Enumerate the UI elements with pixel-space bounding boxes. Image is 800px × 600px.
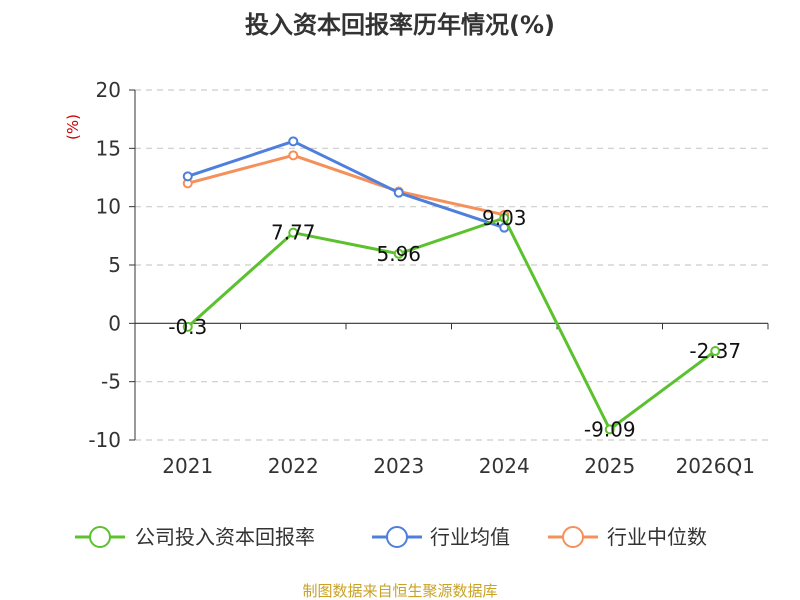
grid-lines: [135, 89, 768, 441]
x-tick-label: 2023: [373, 454, 424, 478]
series-line: [186, 216, 717, 431]
y-tick-label: 0: [108, 311, 121, 335]
series-line: [187, 153, 505, 217]
data-label: 9.03: [482, 206, 527, 230]
y-tick-label: -10: [88, 428, 121, 452]
x-tick-label: 2022: [268, 454, 319, 478]
data-point: [604, 424, 615, 435]
y-tick-label: 15: [96, 136, 121, 160]
data-point: [393, 248, 404, 259]
legend-item: 行业均值: [372, 525, 510, 549]
data-point: [288, 150, 299, 161]
data-label: 7.77: [271, 221, 316, 245]
x-tick-label: 2024: [479, 454, 530, 478]
legend-marker: [89, 526, 111, 548]
y-axis-label: (%): [64, 114, 82, 140]
data-label: -9.09: [584, 417, 636, 441]
x-tick-label: 2021: [162, 454, 213, 478]
legend-label: 公司投入资本回报率: [135, 525, 315, 549]
chart-title: 投入资本回报率历年情况(%): [245, 11, 555, 39]
legend-marker: [386, 526, 408, 548]
data-point: [288, 136, 299, 147]
data-label: 5.96: [376, 242, 421, 266]
y-tick-label: -5: [101, 370, 121, 394]
data-label: -2.37: [689, 339, 741, 363]
legend-item: 行业中位数: [548, 525, 707, 549]
data-point: [288, 227, 299, 238]
x-tick-label: 2026Q1: [676, 454, 755, 478]
y-tick-label: 10: [96, 195, 121, 219]
legend-item: 公司投入资本回报率: [75, 525, 315, 549]
legend: 公司投入资本回报率 行业均值 行业中位数: [75, 525, 707, 549]
series-line: [187, 139, 505, 230]
data-point: [182, 171, 193, 182]
series-1: [182, 136, 510, 233]
legend-label: 行业中位数: [607, 525, 707, 549]
data-point: [499, 212, 510, 223]
y-tick-label: 20: [96, 78, 121, 102]
axes: 20 15 10 5 0 -5 -10 2021 2022 2023 2024 2025 2026Q1: [88, 78, 769, 478]
series-0: -0.3 7.77 5.96 9.03 -9.09 -2.37: [168, 206, 741, 441]
series-group: -0.3 7.77 5.96 9.03 -9.09 -2.37: [168, 136, 741, 441]
legend-marker: [562, 526, 584, 548]
x-tick-label: 2025: [584, 454, 635, 478]
legend-label: 行业均值: [430, 525, 510, 549]
data-point: [393, 187, 404, 198]
y-tick-label: 5: [108, 253, 121, 277]
source-note: 制图数据来自恒生聚源数据库: [302, 582, 497, 600]
data-point: [710, 345, 721, 356]
data-point: [182, 321, 193, 332]
data-label: -0.3: [168, 315, 207, 339]
